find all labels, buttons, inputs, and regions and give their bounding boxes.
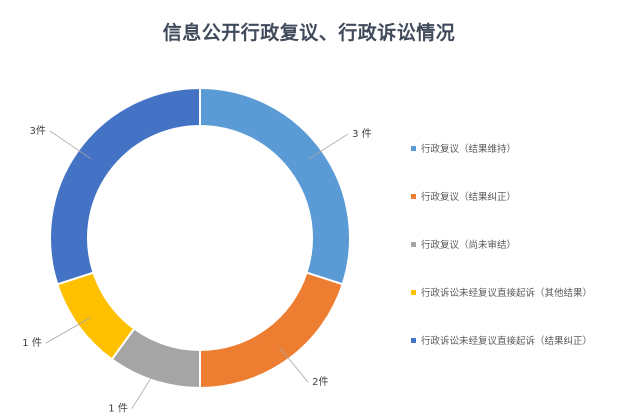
- legend-item: 行政复议（结果纠正）: [411, 186, 616, 206]
- leader-line: [131, 366, 159, 409]
- legend-label: 行政复议（结果维持）: [421, 144, 517, 155]
- legend-swatch: [411, 241, 416, 247]
- legend-label: 行政诉讼未经复议直接起诉（其他结果）: [421, 288, 593, 299]
- legend-label: 行政复议（结果纠正）: [421, 192, 517, 203]
- donut-slice: [199, 271, 344, 390]
- legend-item: 行政诉讼未经复议直接起诉（其他结果）: [411, 282, 616, 302]
- legend-swatch: [411, 145, 416, 151]
- donut-slice: [199, 86, 351, 286]
- donut-slice: [49, 86, 201, 286]
- leader-line: [49, 130, 92, 159]
- leader-line: [309, 133, 349, 159]
- leader-line: [279, 346, 309, 383]
- legend-item: 行政复议（尚未审结）: [411, 234, 616, 254]
- legend-item: 行政复议（结果维持）: [411, 138, 616, 158]
- slice-data-label: 3 件: [352, 128, 372, 140]
- legend-swatch: [411, 337, 416, 343]
- chart-legend: 行政复议（结果维持） 行政复议（结果纠正） 行政复议（尚未审结） 行政诉讼未经复…: [411, 138, 616, 378]
- slice-data-label: 1 件: [22, 337, 42, 349]
- chart-title: 信息公开行政复议、行政诉讼情况: [162, 22, 456, 44]
- legend-label: 行政诉讼未经复议直接起诉（结果纠正）: [421, 336, 593, 347]
- legend-item: 行政诉讼未经复议直接起诉（结果纠正）: [411, 330, 616, 350]
- slice-data-label: 2件: [312, 376, 328, 388]
- leader-line: [45, 317, 91, 344]
- slice-data-label: 1 件: [108, 403, 128, 415]
- legend-label: 行政复议（尚未审结）: [421, 240, 517, 251]
- slice-data-label: 3件: [29, 125, 45, 137]
- legend-swatch: [411, 289, 416, 295]
- legend-swatch: [411, 193, 416, 199]
